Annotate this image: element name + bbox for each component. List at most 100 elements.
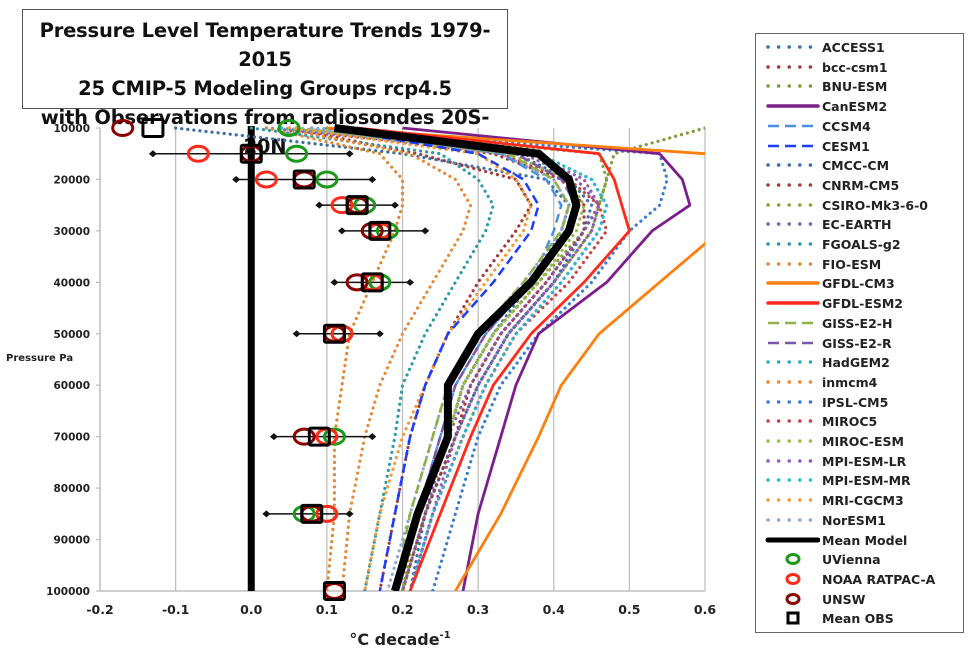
- legend-item: HadGEM2: [764, 352, 959, 376]
- legend-item: MIROC5: [764, 411, 959, 435]
- legend-label: FGOALS-g2: [822, 237, 901, 252]
- legend-item: FGOALS-g2: [764, 234, 959, 258]
- legend-label: NOAA RATPAC-A: [822, 571, 936, 587]
- legend-label: MIROC5: [822, 414, 878, 430]
- marker-uvienna: [315, 170, 339, 189]
- y-tick-label: 30000: [53, 226, 90, 238]
- legend-label: bcc-csm1: [822, 59, 888, 75]
- x-axis-label: °C decade-1: [349, 630, 450, 649]
- legend-swatch-icon: [766, 478, 820, 483]
- legend-swatch-icon: [766, 202, 820, 207]
- legend-item: CESM1: [764, 136, 959, 160]
- legend-label: MPI-ESM-MR: [822, 473, 911, 489]
- legend-item: MPI-ESM-LR: [764, 451, 959, 475]
- error-bar-cap: [368, 433, 377, 441]
- error-bar-cap: [390, 201, 399, 209]
- error-bar-cap: [345, 510, 354, 518]
- legend-swatch-icon: [766, 84, 820, 89]
- legend-swatch-icon: [766, 380, 820, 384]
- y-tick-label: 60000: [53, 380, 90, 392]
- legend-label: UVienna: [822, 552, 881, 568]
- legend-label: MPI-ESM-LR: [822, 453, 907, 469]
- legend-item: MPI-ESM-MR: [764, 470, 959, 494]
- y-tick-label: 100000: [46, 586, 90, 598]
- marker-uvienna: [285, 144, 309, 163]
- series-line-mri-cgcm3: [287, 126, 533, 591]
- chart-title-box: Pressure Level Temperature Trends 1979-2…: [22, 9, 508, 158]
- series-line-gfdl-cm3: [326, 126, 705, 591]
- marker-mean-obs: [239, 143, 263, 164]
- legend-label: GISS-E2-R: [822, 335, 892, 351]
- marker-mean-obs: [292, 169, 316, 190]
- legend-circle-marker: [785, 572, 801, 585]
- legend-label: HadGEM2: [822, 355, 890, 371]
- legend-item: Mean OBS: [764, 608, 959, 632]
- marker-noaa-ratpac-a: [186, 144, 210, 163]
- legend-item: CanESM2: [764, 96, 959, 120]
- marker-noaa-ratpac-a: [315, 504, 339, 523]
- series-line-miroc5: [295, 126, 609, 591]
- error-bar-cap: [338, 227, 346, 235]
- x-axis-label-superscript: -1: [440, 630, 451, 641]
- legend-swatch-icon: [766, 242, 820, 246]
- series-line-mean-model: [333, 124, 581, 591]
- y-tick-label: 40000: [53, 277, 90, 289]
- legend-label: IPSL-CM5: [822, 394, 889, 410]
- marker-mean-obs: [141, 118, 165, 138]
- legend-swatch-icon: [766, 419, 820, 424]
- legend-item: IPSL-CM5: [764, 392, 959, 416]
- x-tick-label: 0.3: [467, 602, 489, 617]
- y-tick-label: 20000: [53, 174, 90, 186]
- series-line-mpi-esm-mr: [279, 126, 609, 591]
- x-tick-label: 0.5: [618, 602, 640, 617]
- legend-item: GISS-E2-R: [764, 333, 959, 357]
- marker-uvienna: [277, 119, 301, 137]
- series-line-inmcm4: [279, 126, 473, 591]
- x-tick-label: 0.4: [543, 602, 565, 617]
- legend-swatch-icon: [766, 222, 820, 227]
- observations-layer: [111, 118, 430, 601]
- legend-label: Mean OBS: [822, 611, 894, 627]
- x-tick-label: 0.0: [240, 602, 262, 617]
- marker-mean-obs: [368, 220, 392, 241]
- legend-swatch-icon: [766, 498, 820, 502]
- x-tick-label: -0.1: [162, 602, 189, 617]
- legend-swatch-icon: [766, 64, 820, 69]
- legend-item: UVienna: [764, 549, 959, 573]
- legend-item: GFDL-ESM2: [764, 293, 959, 317]
- legend-swatch-icon: [768, 341, 818, 344]
- legend-label: MRI-CGCM3: [822, 493, 904, 509]
- legend-label: MIROC-ESM: [822, 434, 904, 449]
- legend-item: CMCC-CM: [764, 155, 959, 179]
- legend-item: BNU-ESM: [764, 76, 959, 100]
- error-bar-cap: [421, 227, 430, 235]
- legend-label: CSIRO-Mk3-6-0: [822, 197, 928, 213]
- y-tick-label: 10000: [53, 123, 90, 135]
- series-line-fgoals-g2: [249, 126, 496, 591]
- grid-layer: [174, 128, 706, 591]
- marker-uvienna: [322, 427, 346, 446]
- legend-label: GFDL-ESM2: [822, 296, 904, 312]
- legend-label: CESM1: [822, 138, 870, 154]
- error-bar-cap: [406, 278, 415, 286]
- legend-square-marker: [786, 611, 800, 625]
- marker-unsw: [111, 119, 135, 137]
- error-bar-cap: [269, 433, 278, 441]
- error-bar-cap: [368, 175, 377, 183]
- series-line-canesm2: [402, 126, 692, 591]
- legend-swatch-icon: [766, 360, 820, 364]
- legend-label: EC-EARTH: [822, 217, 892, 233]
- legend-swatch-icon: [785, 592, 801, 605]
- legend-label: CanESM2: [822, 99, 888, 115]
- marker-mean-obs: [307, 426, 331, 447]
- legend-swatch-icon: [768, 124, 818, 128]
- x-tick-label: 0.2: [391, 602, 413, 617]
- legend-item: MIROC-ESM: [764, 431, 959, 455]
- y-tick-label: 80000: [53, 483, 90, 495]
- y-tick-label: 70000: [53, 432, 90, 444]
- x-tick-label: -0.2: [86, 602, 113, 617]
- marker-noaa-ratpac-a: [254, 170, 278, 189]
- legend-item: NorESM1: [764, 510, 959, 534]
- error-bar-cap: [148, 150, 157, 158]
